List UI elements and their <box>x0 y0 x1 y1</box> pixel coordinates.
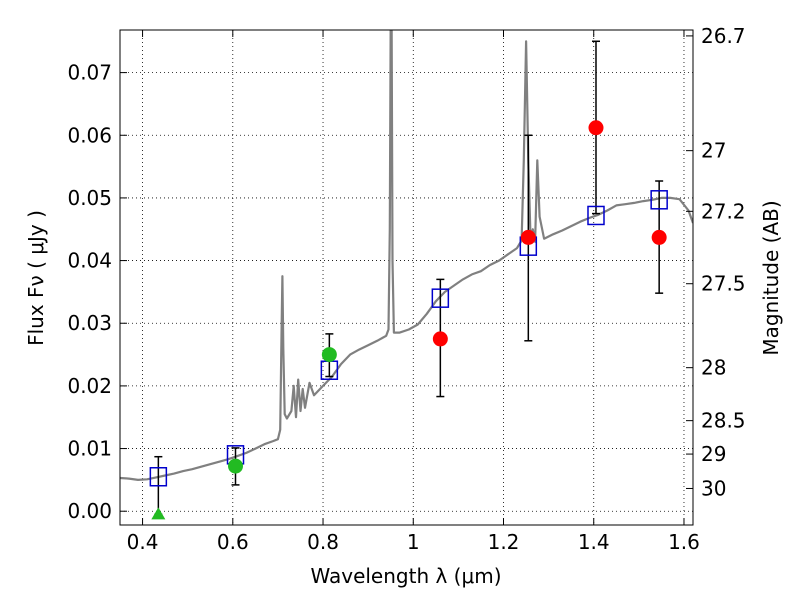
magnitude-tick-label: 27.5 <box>701 272 746 296</box>
x-tick-label: 1 <box>407 530 420 554</box>
x-tick-label: 0.4 <box>127 530 159 554</box>
magnitude-axis-label: Magnitude (AB) <box>759 200 783 355</box>
y-axis-label: Flux Fν ( μJy ) <box>24 210 48 346</box>
magnitude-tick-label: 26.7 <box>701 24 746 48</box>
x-tick-labels: 0.4 0.6 0.8 1 1.2 1.4 1.6 <box>127 530 700 554</box>
y-tick-label: 0.00 <box>67 499 112 523</box>
y-tick-label: 0.03 <box>67 311 112 335</box>
y-tick-label: 0.02 <box>67 374 112 398</box>
magnitude-tick-label: 29 <box>701 442 726 466</box>
optical-detection-point <box>228 458 244 474</box>
ir-detection-point <box>588 120 604 136</box>
magnitude-tick-label: 28 <box>701 356 726 380</box>
optical-detection-point <box>321 347 337 363</box>
x-tick-label: 1.6 <box>668 530 700 554</box>
y-tick-label: 0.06 <box>67 123 112 147</box>
upper-limit-triangle <box>151 507 166 520</box>
y-tick-label: 0.07 <box>67 61 112 85</box>
model-photometry-square <box>650 190 668 210</box>
magnitude-tick-label: 30 <box>701 476 726 500</box>
y-tick-label: 0.05 <box>67 186 112 210</box>
magnitude-tick-labels: 26.7 27 27.2 27.5 28 28.5 29 30 <box>701 24 746 501</box>
ir-detection-point <box>432 331 448 347</box>
x-tick-label: 0.8 <box>307 530 339 554</box>
error-bars <box>154 40 664 516</box>
model-spectrum <box>120 30 693 481</box>
magnitude-tick-label: 27.2 <box>701 199 746 223</box>
spectrum-line <box>120 30 693 481</box>
x-tick-label: 0.6 <box>217 530 249 554</box>
y-tick-label: 0.04 <box>67 249 112 273</box>
axis-ticks <box>120 30 693 525</box>
magnitude-tick-label: 28.5 <box>701 409 746 433</box>
x-axis-label: Wavelength λ (μm) <box>310 564 501 588</box>
grid <box>120 30 693 525</box>
x-tick-label: 1.4 <box>578 530 610 554</box>
model-photometry-square <box>149 467 168 487</box>
ir-detection-point <box>520 229 536 245</box>
y-tick-label: 0.01 <box>67 437 112 461</box>
ir-detection-point <box>651 229 667 245</box>
y-tick-labels: 0.00 0.01 0.02 0.03 0.04 0.05 0.06 0.07 <box>67 61 112 524</box>
model-photometry-square <box>587 205 605 226</box>
data-markers <box>149 120 668 520</box>
magnitude-tick-label: 27 <box>701 139 726 163</box>
x-tick-label: 1.2 <box>488 530 520 554</box>
model-photometry-square <box>431 288 450 308</box>
plot-frame <box>119 29 694 526</box>
